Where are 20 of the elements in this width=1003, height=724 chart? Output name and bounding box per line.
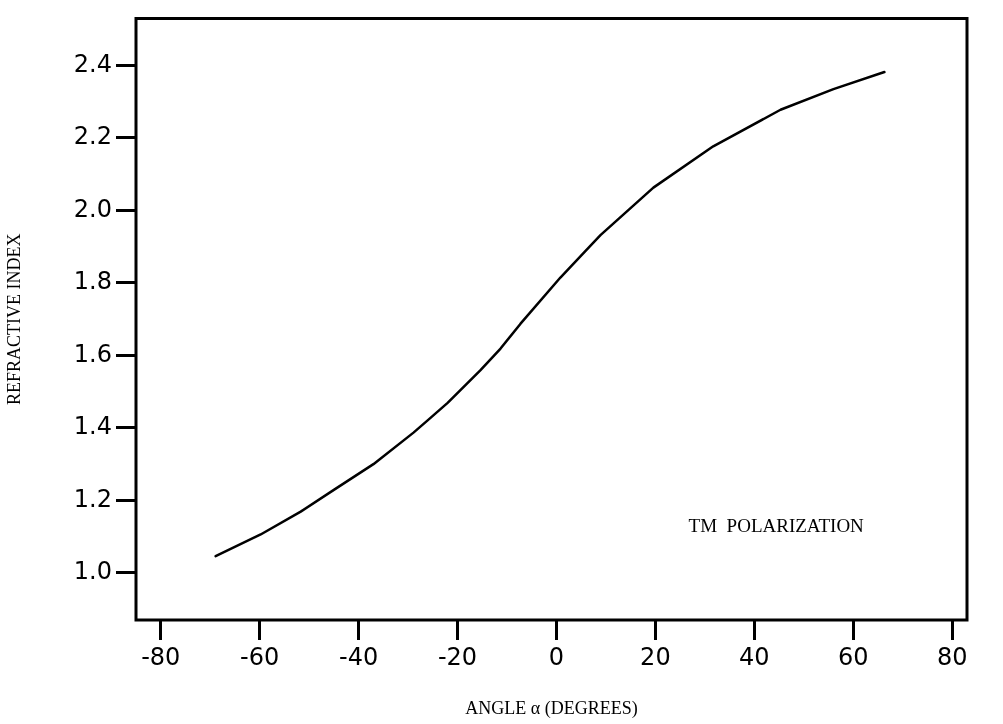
x-tick-label: -60	[240, 642, 280, 671]
y-tick-label: 2.0	[73, 194, 112, 223]
x-tick-label: 20	[640, 642, 671, 671]
y-tick-label: 1.0	[73, 557, 112, 586]
x-tick-label: 80	[936, 642, 968, 671]
y-tick-label: 1.2	[73, 484, 112, 513]
x-tick-label: 60	[837, 642, 869, 671]
y-tick-label: 1.6	[73, 339, 112, 368]
x-tick-label: -40	[338, 642, 379, 671]
x-tick-label: -80	[141, 642, 181, 671]
x-tick-label: 0	[548, 642, 565, 671]
y-axis-title: REFRACTIVE INDEX	[3, 233, 24, 405]
y-tick-label: 2.2	[73, 122, 112, 151]
x-tick-label: 40	[739, 642, 770, 671]
y-tick-label: 2.4	[73, 49, 112, 78]
y-tick-label: 1.4	[73, 412, 112, 441]
x-axis-title: ANGLE α (DEGREES)	[465, 697, 638, 719]
annotation: TM POLARIZATION	[688, 514, 865, 536]
x-tick-label: -20	[437, 642, 478, 671]
y-tick-label: 1.8	[73, 267, 112, 296]
